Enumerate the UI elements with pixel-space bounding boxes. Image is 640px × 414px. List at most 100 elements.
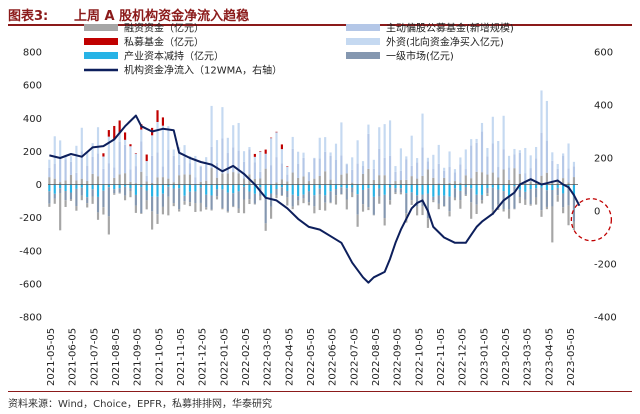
bar-segment [264,184,267,198]
bar-segment [572,196,576,222]
bar-segment [248,149,251,175]
bar-segment [69,199,73,201]
bar-segment [280,179,283,185]
bar-segment [324,195,327,203]
x-tick-label: 2021-11-05 [176,328,187,386]
bar-segment [524,184,527,192]
bars [48,90,576,243]
bar-segment [361,161,365,167]
bar-segment [226,153,229,174]
bar-segment [75,184,78,189]
bar-segment [507,167,511,180]
bar-segment [405,184,408,194]
bar-segment [53,163,56,179]
bar-segment [178,184,181,189]
bar-segment [502,208,505,212]
bar-segment [145,190,148,201]
bar-segment [59,184,62,189]
bar-segment [286,166,289,167]
bar-segment [437,163,440,184]
bar-segment [307,172,311,182]
x-tick-label: 2022-07-05 [349,328,360,386]
bar-segment [188,191,192,203]
bar-segment [378,188,381,197]
bar-segment [253,203,256,205]
legend-label: 一级市场(亿元) [386,50,454,63]
bar-segment [524,147,527,174]
bar-segment [453,172,457,182]
bar-segment [486,193,489,197]
bar-segment [540,210,543,217]
bar-segment [194,177,197,185]
bar-segment [91,156,94,174]
bar-segment [129,146,132,170]
bar-segment [91,184,94,190]
bar-segment [394,171,397,182]
bar-segment [178,175,181,185]
bar-segment [340,122,343,156]
right-axis-tick: 200 [594,154,613,165]
bar-segment [145,184,148,191]
bar-segment [275,131,278,158]
right-axis-tick: 400 [594,101,613,112]
bar-segment [470,188,473,203]
bar-segment [388,184,392,188]
bar-segment [518,184,521,190]
bar-segment [318,137,321,159]
x-tick-label: 2021-06-05 [68,328,79,386]
bar-segment [540,132,543,176]
bar-segment [351,157,354,170]
bar-segment [123,139,127,145]
bar-segment [507,184,511,198]
x-tick-label: 2021-08-05 [111,328,122,386]
figure-title: 上周 A 股机构资金净流入趋稳 [74,9,250,24]
bar-segment [351,187,354,193]
bar-segment [259,151,262,172]
bar-segment [123,186,127,196]
bar-segment [518,189,521,198]
legend-swatch [346,52,380,59]
line-series [49,114,581,284]
bar-segment [453,197,457,201]
right-axis-tick: 600 [594,48,613,59]
bar-segment [264,153,267,155]
bar-segment [475,142,478,172]
bar-segment [448,182,451,185]
legend-swatch [84,38,118,45]
bar-segment [237,122,240,151]
bar-segment [497,189,500,205]
bar-segment [302,198,305,204]
bar-segment [297,196,300,201]
bar-segment [394,184,397,189]
bar-segment [210,168,213,185]
bar-segment [129,184,132,189]
bar-segment [535,197,538,205]
bar-segment [286,184,289,191]
bar-segment [199,166,202,182]
bar-segment [102,184,105,191]
bar-segment [480,172,484,185]
bar-segment [221,184,224,190]
bar-segment [556,163,559,169]
bar-segment [329,152,332,156]
bar-segment [102,153,105,157]
bar-segment [232,184,235,194]
bar-segment [172,149,175,156]
bar-segment [437,183,440,185]
bar-segment [491,172,494,185]
bar-segment [107,130,110,137]
bar-segment [394,181,397,185]
bar-segment [464,169,467,176]
bar-segment [291,148,294,173]
bar-segment [535,158,538,182]
bar-segment [188,155,192,164]
bar-segment [86,165,89,182]
x-tick-label: 2022-02-05 [241,328,252,386]
bar-segment [167,178,170,185]
bar-segment [486,174,489,185]
bar-segment [416,195,419,207]
bar-segment [232,193,235,207]
left-axis-tick: 400 [23,114,42,125]
bar-segment [351,182,354,185]
bar-segment [540,175,543,185]
